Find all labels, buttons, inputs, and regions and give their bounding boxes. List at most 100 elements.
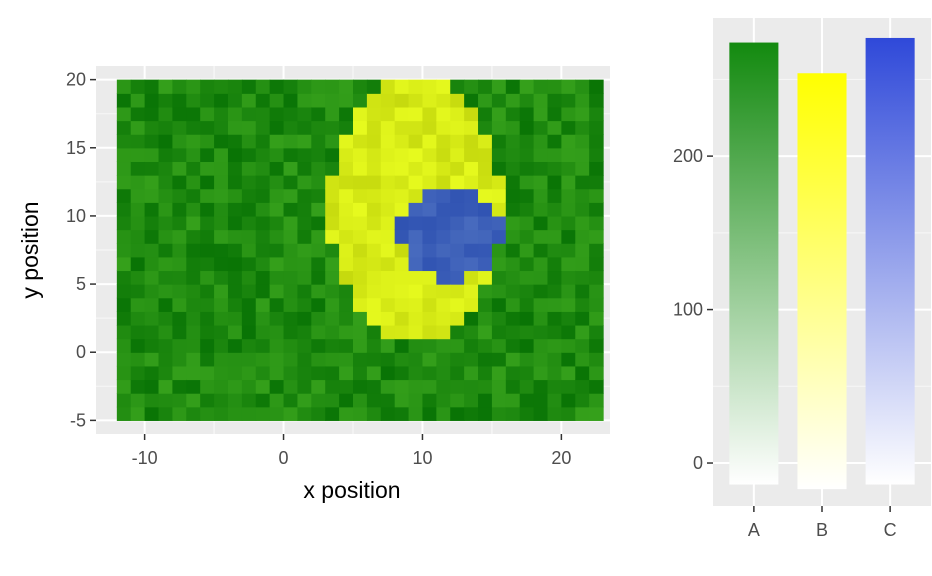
heatmap-cell [270, 148, 284, 162]
heatmap-cell [172, 216, 186, 230]
heatmap-cell [353, 148, 367, 162]
heatmap-cell [575, 148, 589, 162]
heatmap-cell [131, 202, 145, 216]
heatmap-cell [325, 366, 339, 380]
heatmap-cell [256, 339, 270, 353]
heatmap-cell [409, 339, 423, 353]
heatmap-cell [506, 284, 520, 298]
bar-b [797, 73, 846, 489]
heatmap-cell [284, 230, 298, 244]
heatmap-cell [436, 230, 450, 244]
heatmap-cell [547, 339, 561, 353]
heatmap-cell [534, 134, 548, 148]
heatmap-cell [172, 366, 186, 380]
heatmap-cell [297, 257, 311, 271]
heatmap-cell [200, 407, 214, 421]
heatmap-cell [381, 393, 395, 407]
heatmap-cell [436, 311, 450, 325]
heatmap-cell [575, 202, 589, 216]
heatmap-cell [450, 243, 464, 257]
heatmap-cell [256, 93, 270, 107]
heatmap-cell [242, 189, 256, 203]
heatmap-cell [395, 366, 409, 380]
heatmap-cell [117, 93, 131, 107]
heatmap-cell [339, 216, 353, 230]
heatmap-cell [464, 366, 478, 380]
heatmap-cell [172, 325, 186, 339]
heatmap-cell [256, 243, 270, 257]
heatmap-cell [256, 161, 270, 175]
heatmap-cell [186, 121, 200, 135]
heatmap-cell [214, 298, 228, 312]
heatmap-cell [464, 80, 478, 94]
heatmap-cell [478, 352, 492, 366]
heatmap-cell [367, 93, 381, 107]
heatmap-cell [450, 148, 464, 162]
heatmap-cell [297, 93, 311, 107]
heatmap-cell [311, 121, 325, 135]
heatmap-cell [325, 189, 339, 203]
heatmap-cell [492, 393, 506, 407]
heatmap-cell [117, 161, 131, 175]
heatmap-cell [534, 393, 548, 407]
heatmap-cell [520, 366, 534, 380]
heatmap-cell [478, 216, 492, 230]
heatmap-cell [520, 270, 534, 284]
heatmap-cell [159, 325, 173, 339]
heatmap-cell [200, 270, 214, 284]
heatmap-cell [172, 257, 186, 271]
heatmap-cell [200, 202, 214, 216]
heatmap-cell [200, 175, 214, 189]
heatmap-cell [534, 325, 548, 339]
heatmap-cell [478, 121, 492, 135]
heatmap-cell [534, 202, 548, 216]
heatmap-cell [492, 366, 506, 380]
heatmap-cell [492, 379, 506, 393]
heatmap-cell [478, 243, 492, 257]
heatmap-cell [464, 243, 478, 257]
heatmap-cell [367, 379, 381, 393]
heatmap-cell [436, 161, 450, 175]
heatmap-cell [297, 202, 311, 216]
heatmap-cell [242, 339, 256, 353]
heatmap-cell [589, 407, 603, 421]
heatmap-cell [159, 379, 173, 393]
heatmap-cell [561, 107, 575, 121]
heatmap-cell [395, 339, 409, 353]
heatmap-cell [145, 216, 159, 230]
heatmap-cell [117, 407, 131, 421]
heatmap-cell [117, 175, 131, 189]
heatmap-cell [478, 339, 492, 353]
heatmap-cell [464, 325, 478, 339]
heatmap-cell [422, 379, 436, 393]
heatmap-cell [506, 230, 520, 244]
heatmap-cell [422, 352, 436, 366]
heatmap-cell [172, 379, 186, 393]
heatmap-cell [270, 257, 284, 271]
heatmap-cell [436, 175, 450, 189]
bar-a [729, 43, 778, 485]
heatmap-cell [311, 134, 325, 148]
heatmap-cell [353, 134, 367, 148]
heatmap-cell [353, 243, 367, 257]
heatmap-cell [409, 189, 423, 203]
heatmap-cell [214, 284, 228, 298]
heatmap-cell [367, 243, 381, 257]
heatmap-cell [367, 352, 381, 366]
heatmap-cell [422, 325, 436, 339]
heatmap-cell [270, 161, 284, 175]
heatmap-cell [561, 80, 575, 94]
heatmap-cell [297, 134, 311, 148]
heatmap-cell [409, 407, 423, 421]
heatmap-cell [186, 107, 200, 121]
heatmap-cell [339, 366, 353, 380]
heatmap-cell [159, 243, 173, 257]
heatmap-cell [200, 393, 214, 407]
heatmap-cell [409, 243, 423, 257]
heatmap-cell [228, 189, 242, 203]
heatmap-cell [450, 257, 464, 271]
heatmap-cell [297, 393, 311, 407]
heatmap-cell [422, 366, 436, 380]
heatmap-cell [422, 161, 436, 175]
